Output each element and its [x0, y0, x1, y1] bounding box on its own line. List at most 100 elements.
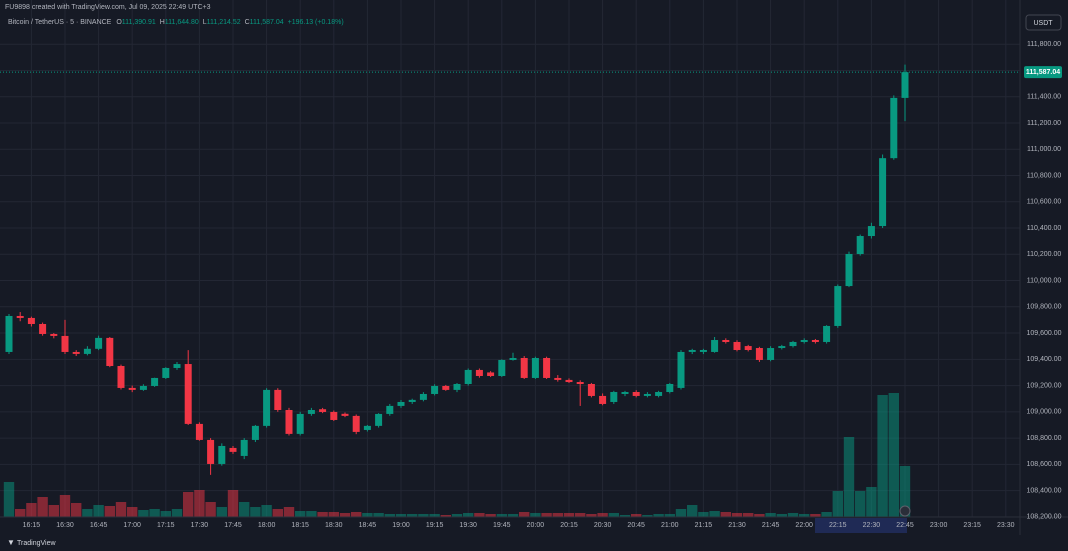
volume-bar [709, 511, 720, 517]
candle-body [610, 392, 618, 402]
candle-body [800, 340, 808, 342]
volume-bar [586, 514, 597, 517]
volume-bar [440, 515, 451, 517]
volume-bar [216, 507, 227, 517]
y-tick-label: 110,800.00 [1027, 172, 1062, 179]
symbol: Bitcoin / TetherUS · 5 · BINANCE [8, 19, 112, 26]
candle-body [39, 323, 47, 334]
volume-bar [743, 513, 754, 517]
volume-bar [485, 514, 496, 517]
candle-body [117, 366, 125, 388]
candle-body [811, 340, 819, 342]
volume-bar [339, 513, 351, 517]
candle-body [151, 377, 159, 386]
y-tick-label: 110,600.00 [1027, 199, 1062, 206]
volume-bar [507, 514, 519, 517]
candle-body [363, 425, 371, 430]
x-tick-label: 18:15 [291, 522, 309, 529]
candle-body [139, 385, 147, 390]
x-tick-label: 18:45 [359, 522, 377, 529]
volume-bar [810, 514, 821, 517]
candle-body [487, 372, 495, 376]
y-tick-label: 110,000.00 [1027, 277, 1062, 284]
candle-body [442, 385, 450, 390]
volume-bar [821, 512, 832, 517]
candle-body [744, 346, 752, 350]
volume-bar [642, 515, 653, 517]
candle-body [419, 393, 427, 400]
volume-bar [496, 514, 507, 517]
currency-button[interactable] [1025, 14, 1062, 31]
x-tick-label: 18:00 [258, 522, 276, 529]
volume-bar [15, 509, 26, 517]
candle-body [195, 423, 203, 440]
y-tick-label: 110,200.00 [1027, 251, 1062, 258]
volume-bar [384, 514, 395, 517]
candle-body [5, 315, 13, 352]
event-marker[interactable] [899, 505, 911, 517]
x-tick-label: 22:30 [863, 522, 881, 529]
candle-body [767, 348, 775, 360]
x-tick-label: 23:15 [963, 522, 981, 529]
volume-bar [194, 490, 205, 517]
c-label: C [245, 19, 250, 26]
volume-bar [664, 514, 675, 517]
candle-body [319, 409, 327, 412]
candle-body [207, 439, 215, 464]
candle-body [341, 413, 349, 416]
candle-body [722, 340, 730, 342]
x-tick-label: 22:15 [829, 522, 847, 529]
x-tick-label: 16:45 [90, 522, 108, 529]
candle-body [128, 387, 136, 390]
x-tick-label: 19:15 [426, 522, 444, 529]
candle-body [677, 351, 685, 388]
candle-body [554, 377, 562, 380]
y-tick-label: 110,400.00 [1027, 225, 1062, 232]
candle-body [632, 392, 640, 396]
candle-body [643, 393, 651, 396]
volume-bar [899, 466, 911, 517]
candle-body [375, 413, 383, 426]
candle-body [666, 383, 674, 393]
x-tick-label: 21:00 [661, 522, 679, 529]
volume-bar [171, 509, 183, 517]
volume-bar [575, 513, 586, 517]
candle-body [274, 389, 282, 410]
volume-bar [373, 513, 384, 517]
x-tick-label: 23:00 [930, 522, 948, 529]
candle-body [218, 445, 226, 464]
y-tick-label: 109,800.00 [1026, 304, 1061, 311]
time-range-highlight [815, 518, 907, 533]
x-tick-label: 17:00 [123, 522, 141, 529]
volume-bar [317, 512, 328, 517]
candle-body [733, 341, 741, 350]
candle-body [16, 315, 24, 318]
candle-body [184, 364, 192, 424]
volume-bar [608, 513, 619, 517]
chart-title: FU9898 created with TradingView.com, Jul… [5, 4, 211, 11]
volume-bar [877, 395, 888, 517]
candle-body [50, 333, 58, 336]
x-tick-label: 20:00 [527, 522, 545, 529]
y-tick-label: 108,400.00 [1026, 487, 1061, 494]
volume-bar [619, 515, 631, 517]
candle-body [464, 369, 472, 384]
currency-label[interactable]: USDT [1033, 20, 1053, 27]
x-tick-label: 17:30 [191, 522, 209, 529]
volume-bar [37, 497, 48, 517]
candle-body [431, 385, 439, 394]
x-tick-label: 21:30 [728, 522, 746, 529]
volume-bar [205, 502, 216, 517]
y-tick-label: 111,000.00 [1027, 146, 1061, 153]
x-tick-label: 19:00 [392, 522, 410, 529]
candle-body [543, 358, 551, 378]
volume-bar [138, 510, 149, 517]
candle-body [688, 349, 696, 352]
x-tick-label: 22:45 [896, 522, 914, 529]
volume-bar [765, 513, 776, 517]
volume-bar [48, 505, 59, 517]
volume-bar [429, 514, 440, 517]
candle-body [162, 367, 170, 378]
volume-bar [631, 514, 642, 517]
volume-bar [127, 507, 138, 517]
